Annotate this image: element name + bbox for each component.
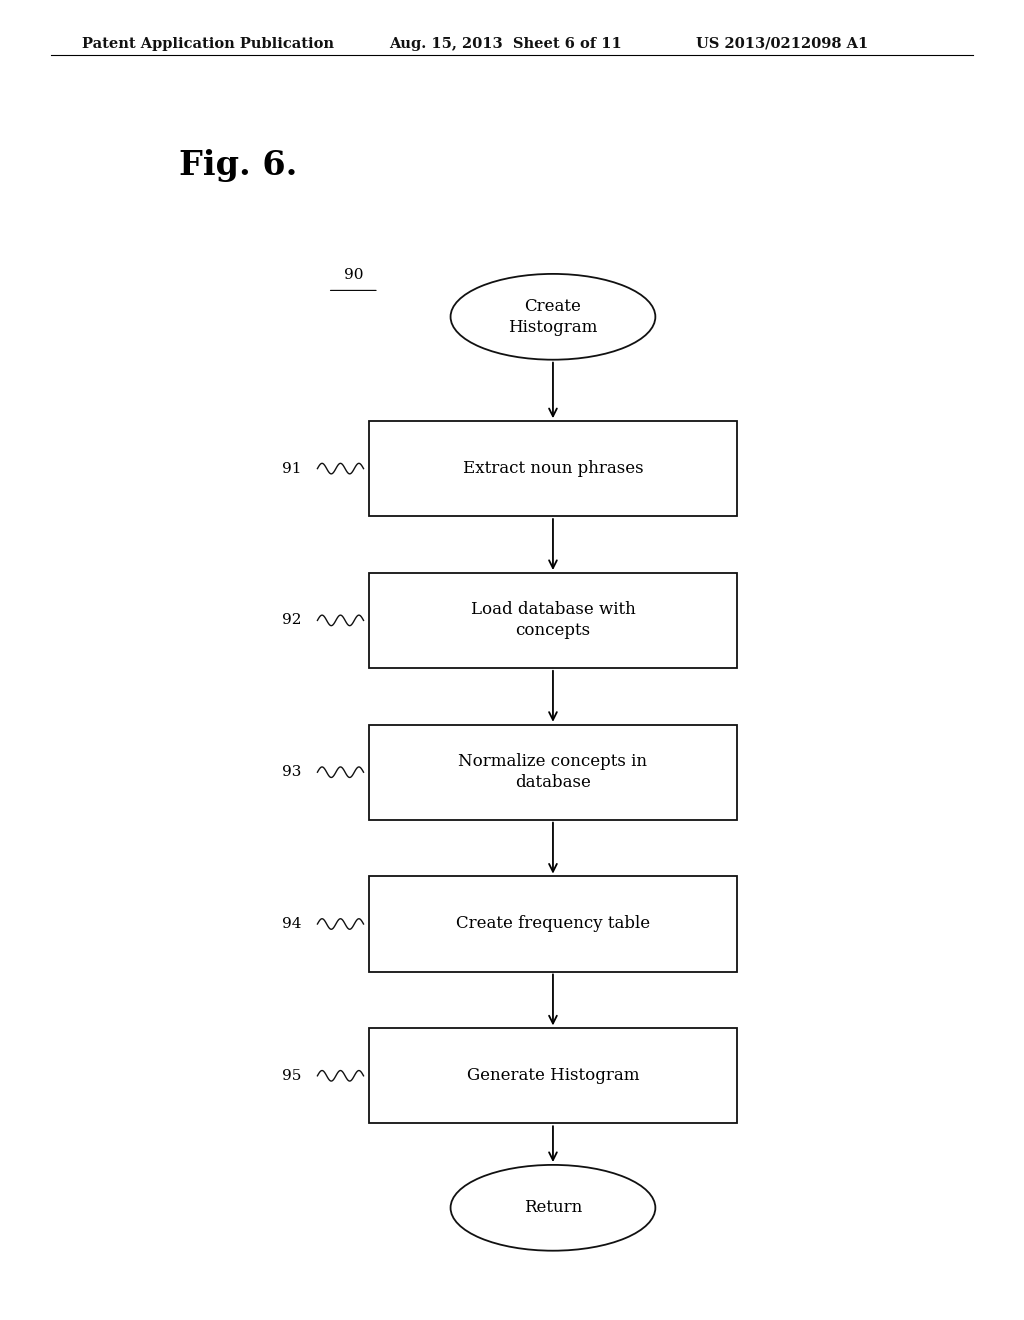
Text: Patent Application Publication: Patent Application Publication — [82, 37, 334, 51]
Text: Aug. 15, 2013  Sheet 6 of 11: Aug. 15, 2013 Sheet 6 of 11 — [389, 37, 622, 51]
FancyBboxPatch shape — [369, 421, 737, 516]
FancyBboxPatch shape — [369, 573, 737, 668]
FancyBboxPatch shape — [369, 1028, 737, 1123]
Text: Generate Histogram: Generate Histogram — [467, 1068, 639, 1084]
Text: Normalize concepts in
database: Normalize concepts in database — [459, 754, 647, 791]
Text: Return: Return — [524, 1200, 582, 1216]
FancyBboxPatch shape — [369, 876, 737, 972]
Ellipse shape — [451, 273, 655, 359]
Text: 93: 93 — [283, 766, 301, 779]
Text: 92: 92 — [282, 614, 302, 627]
Text: 95: 95 — [283, 1069, 301, 1082]
FancyBboxPatch shape — [369, 725, 737, 820]
Text: Create
Histogram: Create Histogram — [508, 298, 598, 335]
Text: Extract noun phrases: Extract noun phrases — [463, 461, 643, 477]
Text: 91: 91 — [282, 462, 302, 475]
Text: US 2013/0212098 A1: US 2013/0212098 A1 — [696, 37, 868, 51]
Text: Create frequency table: Create frequency table — [456, 916, 650, 932]
Text: Load database with
concepts: Load database with concepts — [471, 602, 635, 639]
Text: 94: 94 — [282, 917, 302, 931]
Ellipse shape — [451, 1164, 655, 1251]
Text: Fig. 6.: Fig. 6. — [179, 149, 298, 181]
Text: 90: 90 — [343, 268, 364, 281]
